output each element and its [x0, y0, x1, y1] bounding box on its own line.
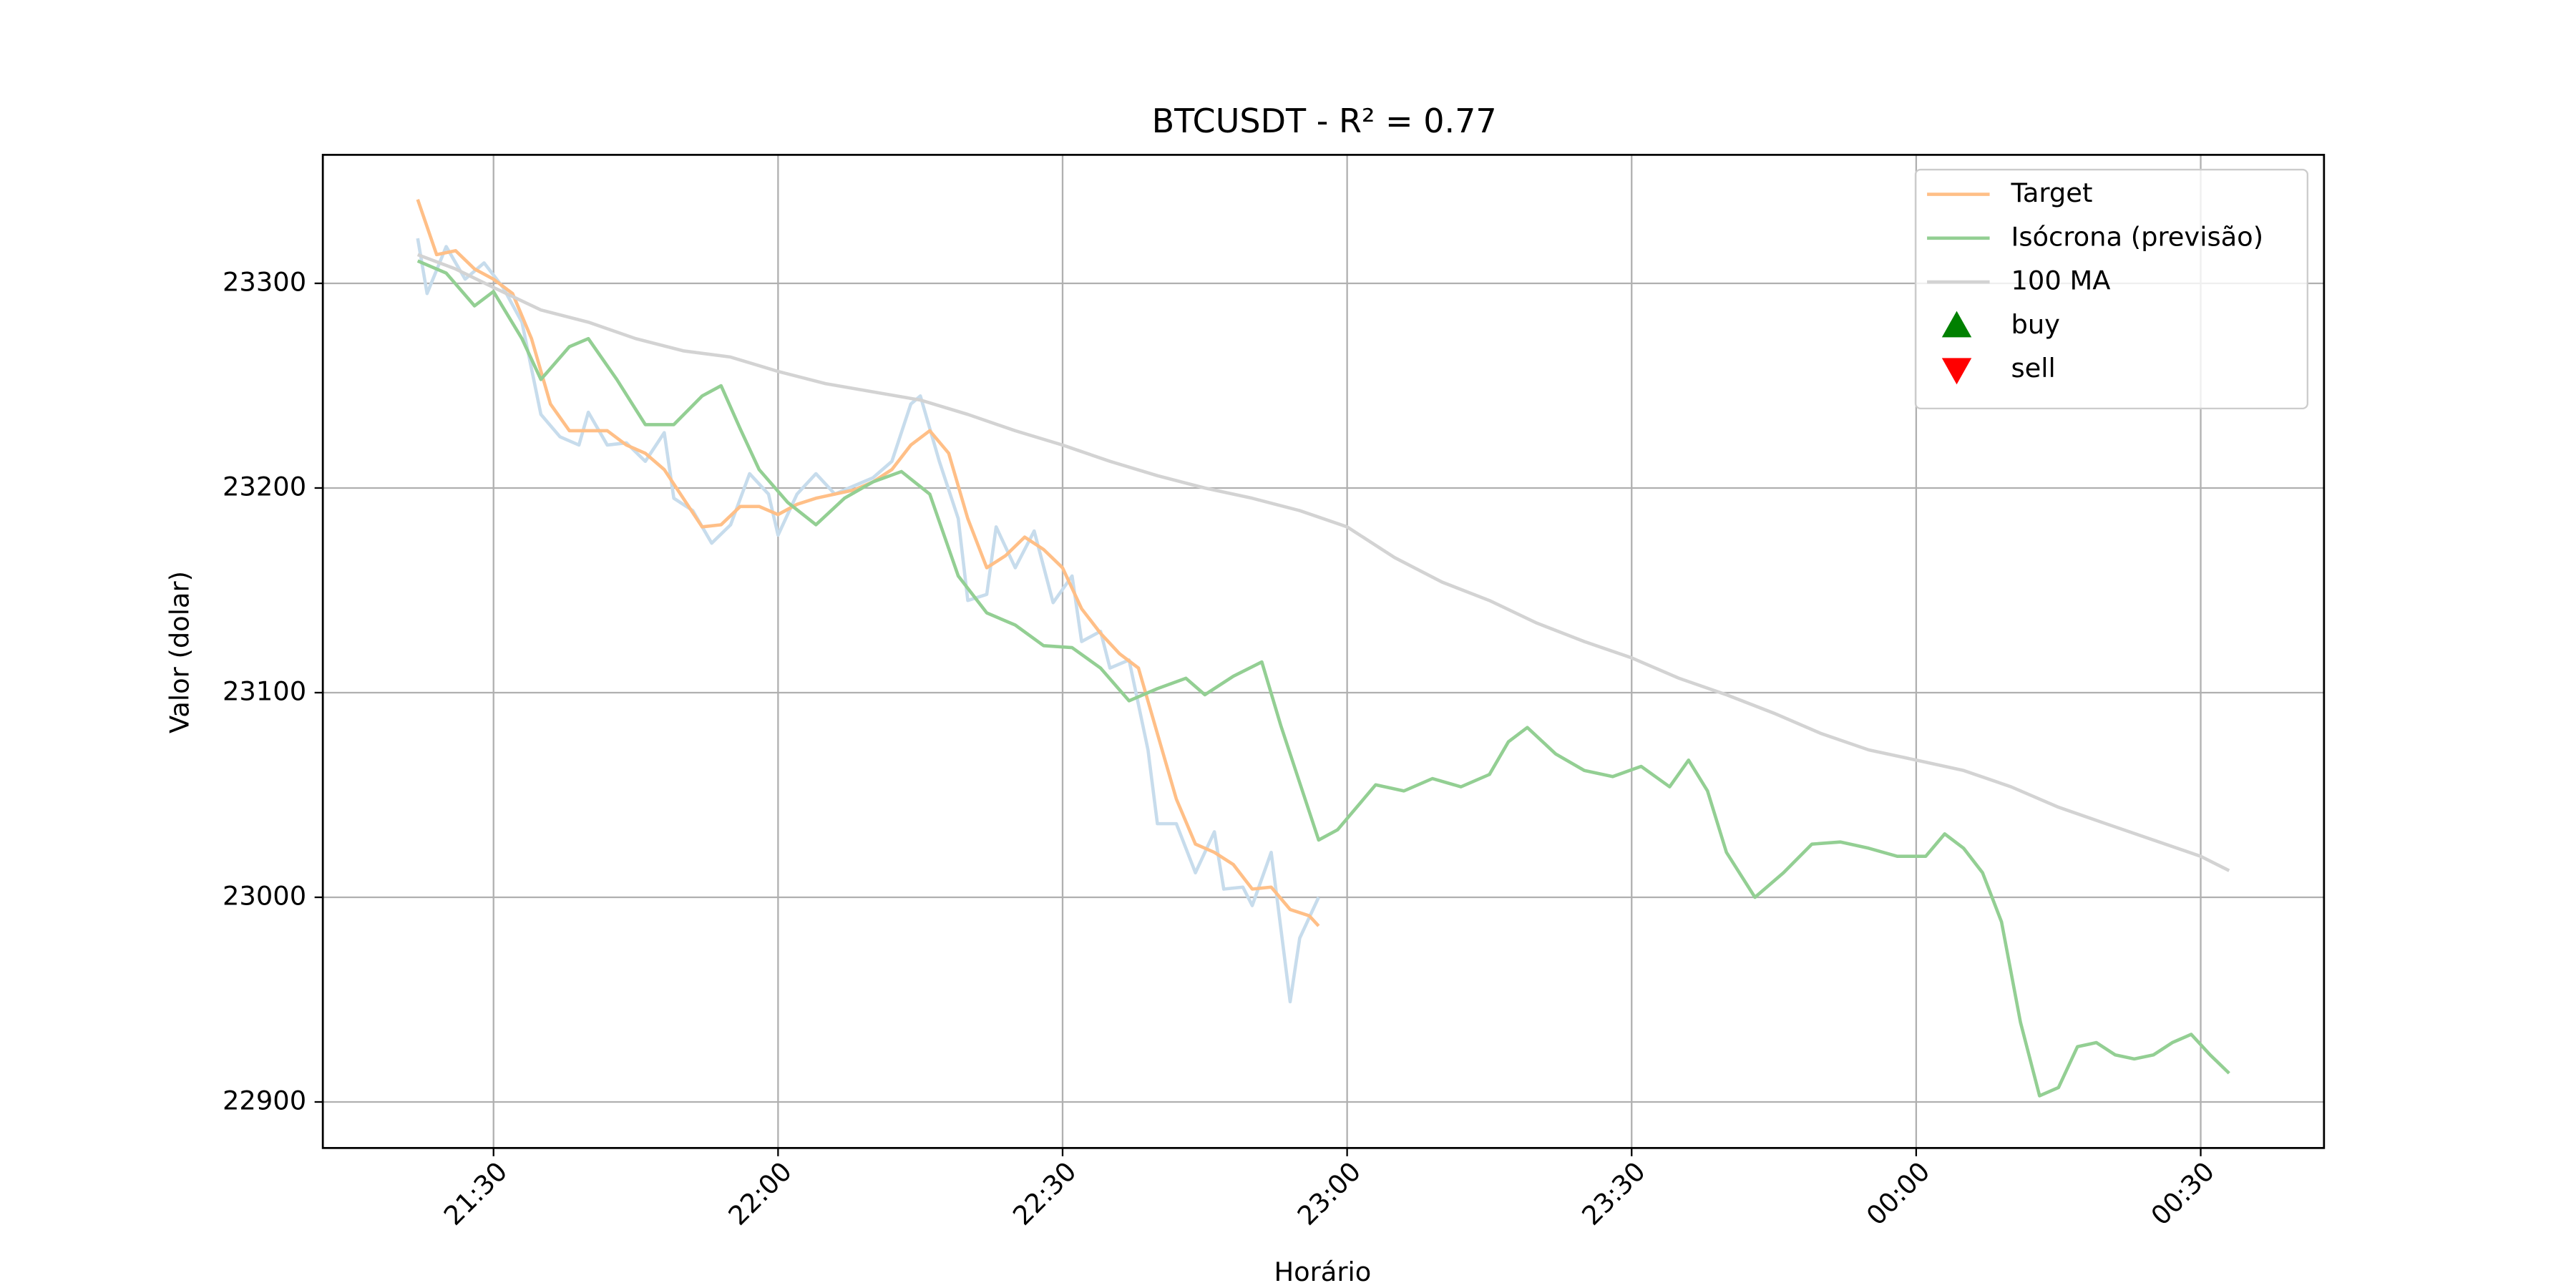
legend-label: buy — [2011, 309, 2059, 340]
legend-label: 100 MA — [2011, 265, 2110, 296]
x-axis-label: Horário — [1274, 1257, 1371, 1287]
plot-area — [416, 198, 2230, 1098]
axes-frame — [321, 153, 2326, 1149]
legend: Target Isócrona (previsão) 100 MA buy sell — [1914, 168, 2308, 409]
legend-marker — [1941, 358, 1972, 385]
legend-marker — [1941, 311, 1972, 338]
legend-label: sell — [2011, 353, 2055, 384]
y-tick-label: 22900 — [223, 1085, 306, 1116]
series-line — [416, 253, 2230, 872]
y-tick-label: 23100 — [223, 675, 306, 706]
chart-title: BTCUSDT - R² = 0.77 — [1152, 102, 1497, 140]
y-tick-label: 23000 — [223, 880, 306, 911]
grid — [323, 155, 2324, 1148]
legend-label: Target — [2010, 177, 2092, 208]
y-tick-label: 23200 — [223, 471, 306, 502]
legend-label: Isócrona (previsão) — [2011, 221, 2263, 252]
series-line — [416, 238, 1320, 1004]
y-tick-label: 23300 — [223, 266, 306, 297]
series-line — [416, 259, 2230, 1098]
y-axis-label: Valor (dolar) — [165, 571, 195, 733]
legend-box — [1914, 168, 2308, 409]
